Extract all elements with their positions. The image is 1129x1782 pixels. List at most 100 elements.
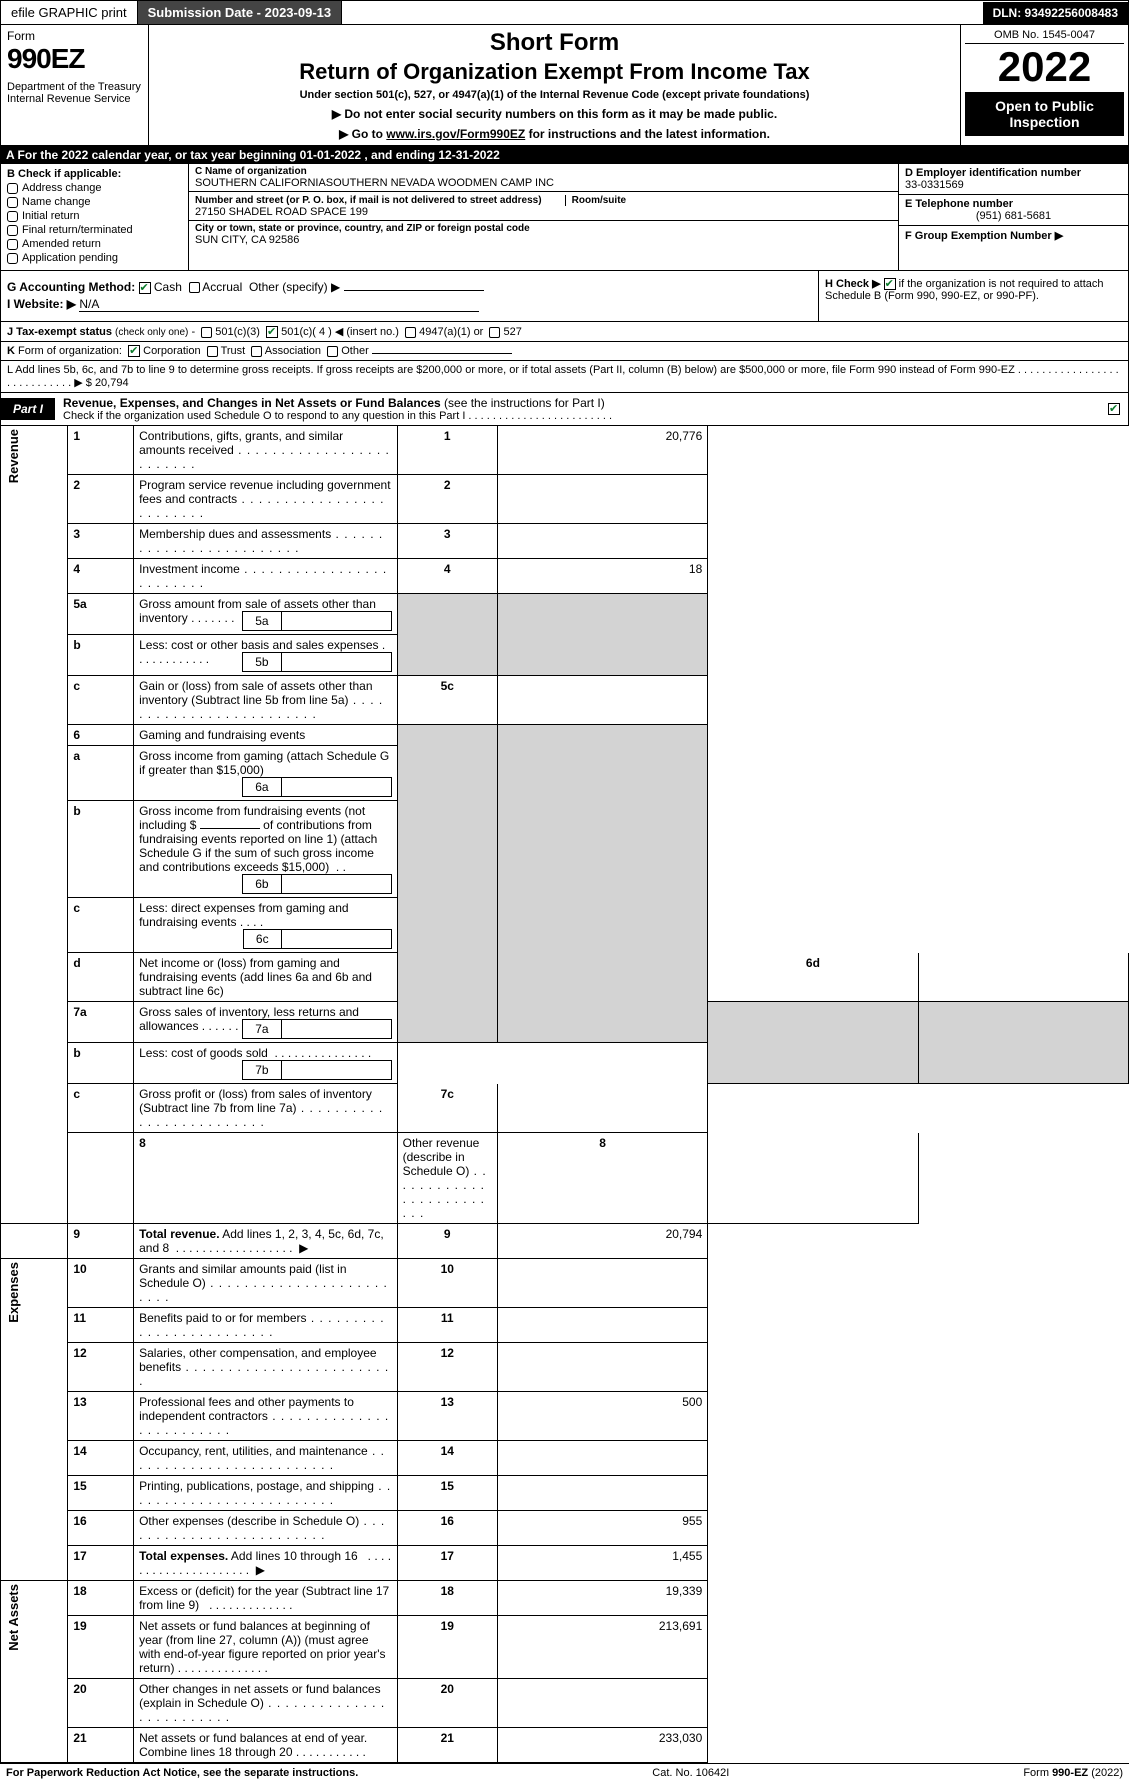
addr-label: Number and street (or P. O. box, if mail… — [195, 195, 542, 206]
line-13: 13Professional fees and other payments t… — [1, 1392, 1129, 1441]
revenue-vlabel: Revenue — [6, 429, 21, 483]
under-section: Under section 501(c), 527, or 4947(a)(1)… — [155, 89, 954, 101]
other-specify-input[interactable] — [344, 290, 484, 291]
line-16: 16Other expenses (describe in Schedule O… — [1, 1511, 1129, 1546]
goto-pre: ▶ Go to — [339, 127, 386, 141]
part1-table: Revenue 1Contributions, gifts, grants, a… — [0, 426, 1129, 1763]
row-ghi: G Accounting Method: Cash Accrual Other … — [0, 271, 1129, 322]
submission-date-button[interactable]: Submission Date - 2023-09-13 — [138, 1, 343, 24]
form-number: 990EZ — [7, 43, 142, 75]
cb-application-pending[interactable]: Application pending — [7, 252, 182, 264]
tax-year: 2022 — [965, 46, 1124, 88]
col-b-header: B Check if applicable: — [7, 168, 182, 180]
form-word: Form — [7, 29, 142, 43]
header-left: Form 990EZ Department of the Treasury In… — [1, 25, 149, 145]
top-bar: efile GRAPHIC print Submission Date - 20… — [0, 0, 1129, 25]
line-1: Revenue 1Contributions, gifts, grants, a… — [1, 426, 1129, 475]
cb-schedule-o[interactable] — [1108, 403, 1120, 415]
line-5a: 5aGross amount from sale of assets other… — [1, 594, 1129, 635]
col-b-check-applicable: B Check if applicable: Address change Na… — [1, 164, 189, 270]
d-ein-label: D Employer identification number — [905, 167, 1122, 179]
expenses-vlabel: Expenses — [6, 1262, 21, 1323]
header-mid: Short Form Return of Organization Exempt… — [149, 25, 960, 145]
netassets-vlabel: Net Assets — [6, 1584, 21, 1651]
row-l-amount: 20,794 — [95, 377, 129, 389]
form-ref: Form 990-EZ (2022) — [1023, 1767, 1123, 1779]
line-12: 12Salaries, other compensation, and empl… — [1, 1343, 1129, 1392]
cb-amended-return[interactable]: Amended return — [7, 238, 182, 250]
g-label: G Accounting Method: — [7, 280, 135, 294]
cb-501c3[interactable] — [201, 327, 212, 338]
paperwork-notice: For Paperwork Reduction Act Notice, see … — [6, 1767, 358, 1779]
line-3: 3Membership dues and assessments3 — [1, 524, 1129, 559]
website-value: N/A — [79, 297, 479, 312]
return-title: Return of Organization Exempt From Incom… — [155, 59, 954, 85]
line-21: 21Net assets or fund balances at end of … — [1, 1728, 1129, 1763]
line-7c: cGross profit or (loss) from sales of in… — [1, 1084, 1129, 1133]
ssn-note: ▶ Do not enter social security numbers o… — [155, 107, 954, 121]
form-header: Form 990EZ Department of the Treasury In… — [0, 25, 1129, 146]
other-org-input[interactable] — [372, 353, 512, 354]
org-name: SOUTHERN CALIFORNIASOUTHERN NEVADA WOODM… — [195, 177, 892, 189]
row-l-text: L Add lines 5b, 6c, and 7b to line 9 to … — [7, 364, 1119, 389]
cb-name-change[interactable]: Name change — [7, 196, 182, 208]
line-19: 19Net assets or fund balances at beginni… — [1, 1616, 1129, 1679]
goto-post: for instructions and the latest informat… — [525, 127, 770, 141]
city-label: City or town, state or province, country… — [195, 223, 892, 234]
line-8: 8Other revenue (describe in Schedule O)8 — [1, 1133, 1129, 1224]
cb-527[interactable] — [489, 327, 500, 338]
col-c-org-info: C Name of organization SOUTHERN CALIFORN… — [189, 164, 898, 270]
org-address: 27150 SHADEL ROAD SPACE 199 — [195, 206, 892, 218]
cb-501c[interactable] — [266, 326, 278, 338]
omb-number: OMB No. 1545-0047 — [965, 29, 1124, 44]
line-4: 4Investment income418 — [1, 559, 1129, 594]
line-5c: cGain or (loss) from sale of assets othe… — [1, 676, 1129, 725]
line-6: 6Gaming and fundraising events — [1, 725, 1129, 746]
dept-label: Department of the Treasury Internal Reve… — [7, 81, 142, 105]
cb-schedule-b[interactable] — [884, 278, 896, 290]
cb-accrual[interactable] — [189, 282, 200, 293]
line-18: Net Assets 18Excess or (deficit) for the… — [1, 1581, 1129, 1616]
row-h: H Check ▶ if the organization is not req… — [818, 271, 1128, 321]
line-2: 2Program service revenue including gover… — [1, 475, 1129, 524]
part1-tab: Part I — [1, 398, 55, 420]
part1-header: Part I Revenue, Expenses, and Changes in… — [0, 393, 1129, 426]
cb-4947[interactable] — [405, 327, 416, 338]
ein: 33-0331569 — [905, 179, 1122, 191]
h-label: H Check ▶ — [825, 278, 881, 290]
cat-no: Cat. No. 10642I — [652, 1767, 729, 1779]
line-20: 20Other changes in net assets or fund ba… — [1, 1679, 1129, 1728]
line-14: 14Occupancy, rent, utilities, and mainte… — [1, 1441, 1129, 1476]
cb-trust[interactable] — [207, 346, 218, 357]
line-10: Expenses 10Grants and similar amounts pa… — [1, 1259, 1129, 1308]
row-l-gross-receipts: L Add lines 5b, 6c, and 7b to line 9 to … — [0, 361, 1129, 393]
section-bcdef: B Check if applicable: Address change Na… — [0, 164, 1129, 271]
cb-initial-return[interactable]: Initial return — [7, 210, 182, 222]
col-def: D Employer identification number 33-0331… — [898, 164, 1128, 270]
line-15: 15Printing, publications, postage, and s… — [1, 1476, 1129, 1511]
efile-print-button[interactable]: efile GRAPHIC print — [1, 1, 138, 24]
short-form-title: Short Form — [155, 29, 954, 57]
line-11: 11Benefits paid to or for members11 — [1, 1308, 1129, 1343]
page-footer: For Paperwork Reduction Act Notice, see … — [0, 1763, 1129, 1782]
cb-address-change[interactable]: Address change — [7, 182, 182, 194]
part1-sub: Check if the organization used Schedule … — [63, 410, 1100, 422]
f-group-label: F Group Exemption Number ▶ — [905, 230, 1063, 242]
open-public-badge: Open to Public Inspection — [965, 92, 1124, 136]
row-k-form-org: K Form of organization: Corporation Trus… — [0, 342, 1129, 361]
cb-cash[interactable] — [139, 282, 151, 294]
i-website-label: I Website: ▶ — [7, 297, 76, 311]
goto-note: ▶ Go to www.irs.gov/Form990EZ for instru… — [155, 127, 954, 141]
cb-other-org[interactable] — [327, 346, 338, 357]
row-a-calendar-year: A For the 2022 calendar year, or tax yea… — [0, 146, 1129, 164]
cb-corporation[interactable] — [128, 345, 140, 357]
dln-label: DLN: 93492256008483 — [983, 2, 1128, 24]
irs-link[interactable]: www.irs.gov/Form990EZ — [386, 127, 525, 141]
cb-association[interactable] — [251, 346, 262, 357]
org-city: SUN CITY, CA 92586 — [195, 234, 892, 246]
part1-paren: (see the instructions for Part I) — [441, 396, 605, 410]
part1-title: Revenue, Expenses, and Changes in Net As… — [63, 396, 441, 410]
line-17: 17Total expenses. Add lines 10 through 1… — [1, 1546, 1129, 1581]
cb-final-return[interactable]: Final return/terminated — [7, 224, 182, 236]
phone: (951) 681-5681 — [905, 210, 1122, 222]
